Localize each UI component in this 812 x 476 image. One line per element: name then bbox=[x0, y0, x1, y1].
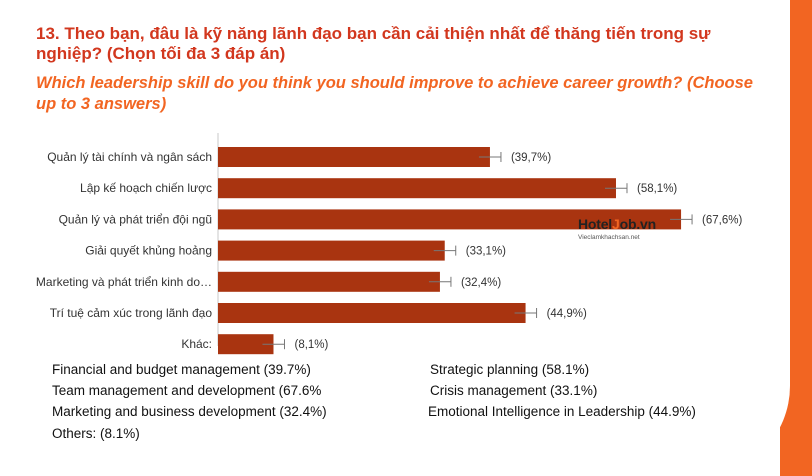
value-label: (67,6%) bbox=[702, 214, 742, 226]
category-label: Quản lý và phát triển đội ngũ bbox=[59, 212, 212, 226]
value-label: (44,9%) bbox=[547, 308, 587, 320]
legend-item-strategic: Strategic planning (58.1%) bbox=[430, 362, 590, 377]
bar bbox=[218, 178, 616, 199]
legend-item-emotional: Emotional Intelligence in Leadership (44… bbox=[428, 404, 696, 419]
question-title-english: Which leadership skill do you think you … bbox=[36, 74, 753, 113]
value-label: (32,4%) bbox=[461, 277, 501, 289]
bar bbox=[218, 303, 526, 323]
category-label: Marketing và phát triển kinh do… bbox=[36, 275, 212, 289]
value-label: (39,7%) bbox=[511, 152, 551, 164]
chart-card bbox=[0, 0, 790, 476]
value-label: (8,1%) bbox=[294, 339, 328, 351]
bar bbox=[218, 240, 445, 261]
bar bbox=[218, 147, 490, 167]
hoteljob-logo: HotelJob.vn Vieclamkhachsan.net bbox=[578, 216, 656, 241]
legend-item-team: Team management and development (67.6% bbox=[52, 383, 322, 398]
bar bbox=[218, 334, 274, 355]
category-label: Trí tuệ cảm xúc trong lãnh đạo bbox=[50, 306, 213, 320]
bar bbox=[218, 209, 682, 230]
bar bbox=[218, 271, 440, 292]
legend-item-crisis: Crisis management (33.1%) bbox=[430, 383, 598, 398]
logo-wordmark: HotelJob.vn bbox=[578, 216, 656, 232]
legend-item-financial: Financial and budget management (39.7%) bbox=[52, 362, 311, 377]
question-title-vietnamese: 13. Theo bạn, đâu là kỹ năng lãnh đạo bạ… bbox=[36, 24, 711, 63]
value-label: (58,1%) bbox=[637, 183, 677, 195]
logo-subtitle: Vieclamkhachsan.net bbox=[578, 234, 640, 241]
category-label: Giải quyết khủng hoảng bbox=[85, 244, 212, 258]
value-label: (33,1%) bbox=[466, 246, 506, 258]
category-label: Lập kế hoạch chiến lược bbox=[80, 181, 212, 195]
category-label: Quản lý tài chính và ngân sách bbox=[47, 150, 212, 164]
legend-item-others: Others: (8.1%) bbox=[52, 426, 140, 441]
legend-item-marketing: Marketing and business development (32.4… bbox=[52, 404, 327, 419]
category-label: Khác: bbox=[181, 337, 212, 351]
